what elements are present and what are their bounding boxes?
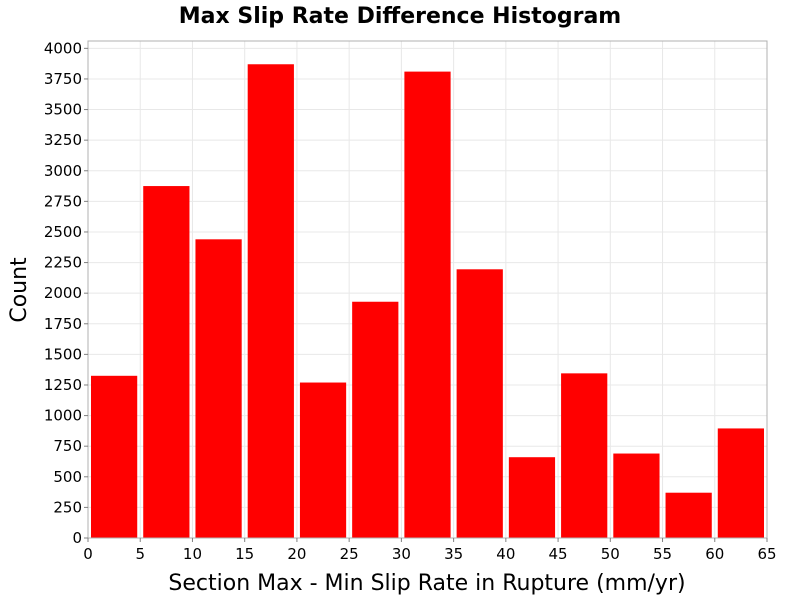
histogram-bar [508, 457, 556, 538]
y-tick-label: 1500 [44, 345, 82, 363]
y-tick-label: 2250 [44, 254, 82, 272]
x-tick-label: 25 [340, 545, 359, 563]
y-tick-label: 2750 [44, 192, 82, 210]
y-tick-label: 2500 [44, 223, 82, 241]
histogram-bar [561, 373, 608, 538]
x-tick-label: 60 [705, 545, 724, 563]
y-tick-label: 3000 [44, 162, 82, 180]
y-tick-label: 3250 [44, 131, 82, 149]
x-tick-label: 10 [183, 545, 202, 563]
x-tick-label: 20 [287, 545, 306, 563]
histogram-bar [613, 453, 660, 538]
y-tick-label: 3750 [44, 70, 82, 88]
y-tick-label: 0 [72, 529, 82, 547]
y-tick-label: 1250 [44, 376, 82, 394]
plot-area [87, 40, 768, 539]
histogram-bar [299, 382, 347, 538]
bars [91, 64, 764, 539]
x-tick-label: 15 [235, 545, 254, 563]
x-tick-label: 0 [83, 545, 93, 563]
y-tick-label: 1000 [44, 407, 82, 425]
x-tick-label: 45 [549, 545, 568, 563]
histogram-bar [195, 239, 242, 538]
x-tick-label: 35 [444, 545, 463, 563]
histogram-bar [143, 186, 190, 538]
y-tick-label: 2000 [44, 284, 82, 302]
histogram-bar [717, 428, 764, 538]
histogram-bar [404, 71, 451, 538]
x-tick-label: 55 [653, 545, 672, 563]
x-tick-label: 40 [496, 545, 515, 563]
histogram-bar [665, 492, 712, 538]
y-tick-label: 500 [53, 468, 82, 486]
y-tick-label: 1750 [44, 315, 82, 333]
axis-ticks: 0250500750100012501500175020002250250027… [44, 39, 777, 563]
histogram-bar [456, 269, 503, 538]
x-axis-label: Section Max - Min Slip Rate in Rupture (… [168, 571, 685, 596]
histogram-bar [91, 375, 138, 538]
histogram-bar [247, 64, 294, 539]
y-tick-label: 4000 [44, 39, 82, 57]
x-tick-label: 30 [392, 545, 411, 563]
y-tick-label: 250 [53, 498, 82, 516]
x-tick-label: 65 [757, 545, 776, 563]
chart-title: Max Slip Rate Difference Histogram [179, 4, 621, 29]
x-tick-label: 5 [135, 545, 145, 563]
y-tick-label: 3500 [44, 101, 82, 119]
y-axis-label: Count [7, 257, 32, 323]
histogram-bar [352, 301, 399, 538]
y-tick-label: 750 [53, 437, 82, 455]
x-tick-label: 50 [601, 545, 620, 563]
